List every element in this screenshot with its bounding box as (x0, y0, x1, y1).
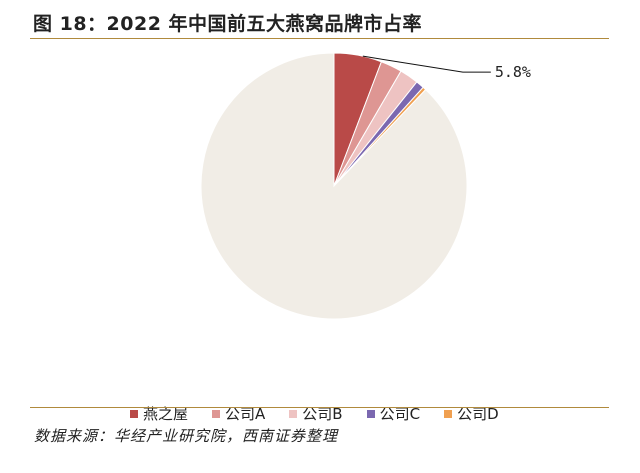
legend-swatch-3 (366, 409, 375, 418)
legend-swatch-2 (289, 409, 298, 418)
legend-swatch-1 (212, 409, 221, 418)
pie-slice-5 (200, 52, 468, 320)
legend-label-4: 公司D (457, 405, 499, 423)
legend-label-2: 公司B (302, 405, 343, 423)
legend-item-1: 公司A (212, 403, 265, 424)
title-divider (30, 38, 609, 39)
source-note: 数据来源：华经产业研究院，西南证券整理 (34, 427, 339, 445)
legend-swatch-0 (130, 409, 138, 418)
pie-chart: 5.8% (200, 52, 531, 320)
source-divider (30, 407, 609, 408)
legend-item-0: 燕之屋 (130, 403, 188, 424)
slice-annotation-label: 5.8% (495, 63, 531, 81)
chart-legend: 燕之屋 公司A 公司B 公司C 公司D (130, 403, 523, 424)
legend-label-0: 燕之屋 (143, 405, 189, 423)
chart-area: 5.8% 燕之屋 公司A 公司B 公司C 公司D (30, 39, 609, 423)
legend-label-1: 公司A (225, 405, 266, 423)
legend-item-3: 公司C (366, 403, 421, 424)
chart-title: 图 18：2022 年中国前五大燕窝品牌市占率 (33, 13, 423, 35)
legend-swatch-4 (444, 409, 453, 418)
legend-item-2: 公司B (289, 403, 343, 424)
legend-label-3: 公司C (379, 405, 421, 423)
annotation-leader-line (362, 55, 491, 73)
legend-item-4: 公司D (444, 403, 499, 424)
